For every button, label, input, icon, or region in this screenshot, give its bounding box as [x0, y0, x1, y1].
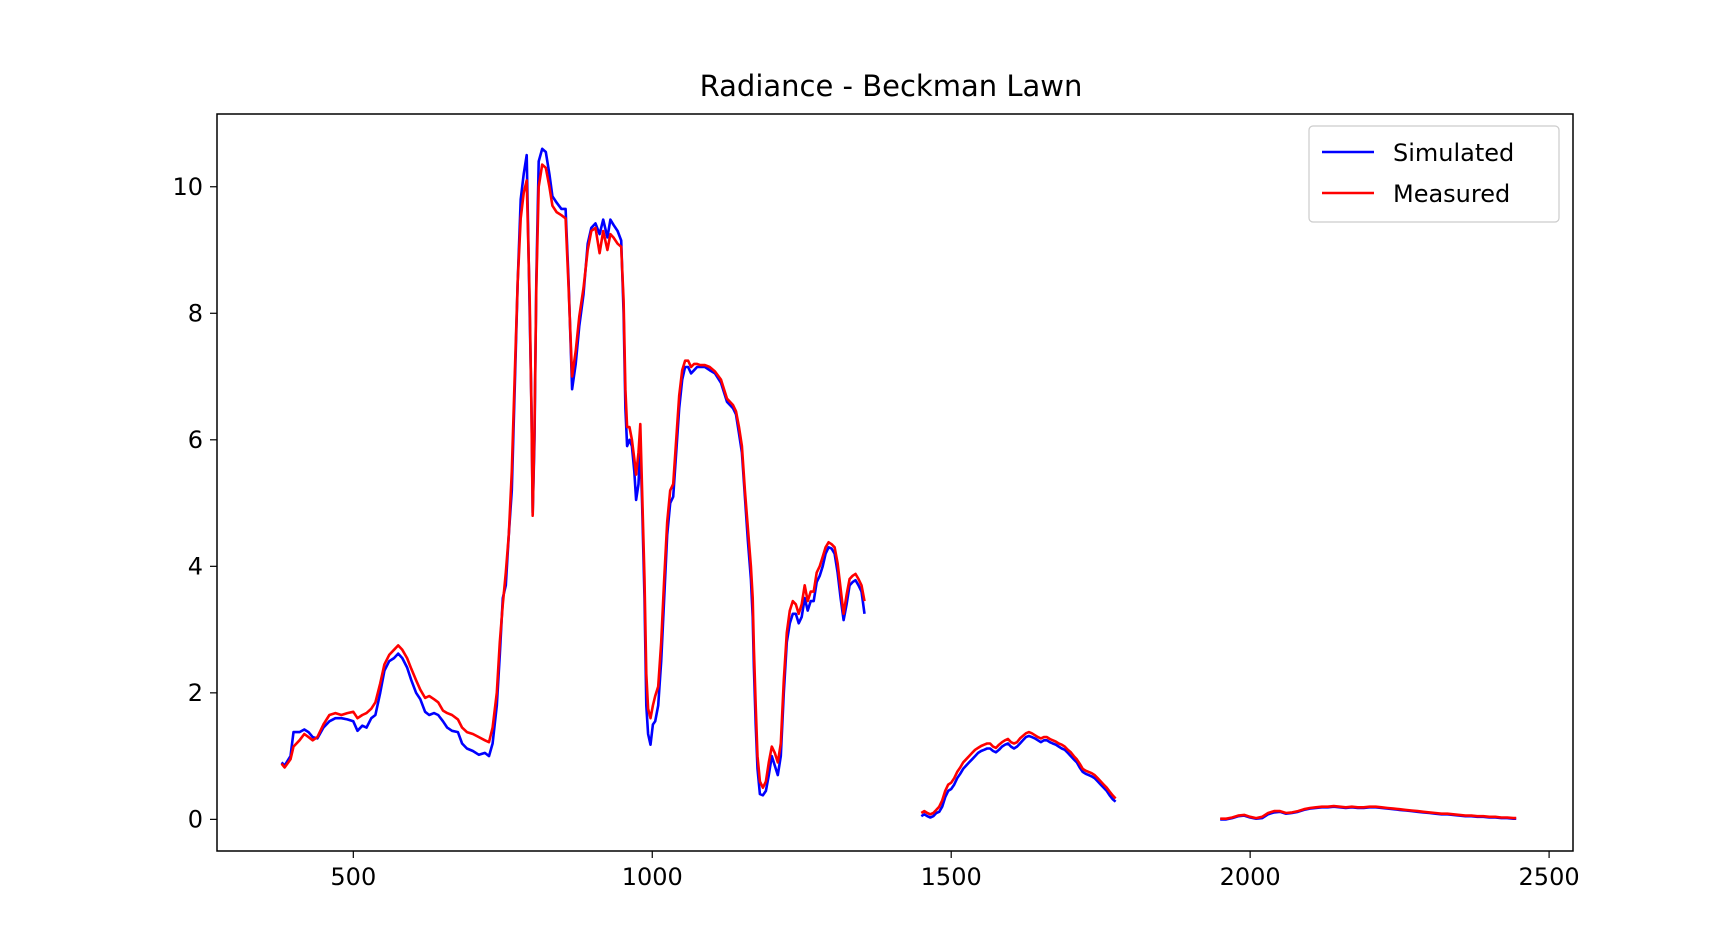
plot-frame	[216, 113, 1574, 852]
y-tick-label-6: 6	[188, 426, 203, 454]
x-tick-label-500: 500	[330, 863, 376, 891]
x-axis: 500 1000 1500 2000 2500	[330, 851, 1580, 891]
legend-label-measured: Measured	[1393, 180, 1510, 208]
legend-box	[1308, 125, 1560, 223]
x-tick-label-2000: 2000	[1220, 863, 1281, 891]
series-line-measured-1	[280, 163, 866, 789]
x-tick-label-2500: 2500	[1519, 863, 1580, 891]
y-tick-label-8: 8	[188, 299, 203, 327]
legend-label-simulated: Simulated	[1393, 139, 1514, 167]
y-axis: 0 2 4 6 8 10	[172, 173, 217, 833]
series-lines	[280, 147, 1517, 821]
x-tick-label-1000: 1000	[622, 863, 683, 891]
y-tick-label-2: 2	[188, 679, 203, 707]
y-tick-label-10: 10	[172, 173, 203, 201]
series-line-simulated-2	[920, 734, 1117, 819]
series-line-measured-3	[1220, 804, 1517, 820]
chart-title: Radiance - Beckman Lawn	[700, 69, 1083, 103]
legend: Simulated Measured	[1308, 125, 1560, 223]
x-tick-label-1500: 1500	[921, 863, 982, 891]
series-line-measured-2	[920, 730, 1117, 816]
y-tick-label-0: 0	[188, 805, 203, 833]
y-tick-label-4: 4	[188, 552, 203, 580]
